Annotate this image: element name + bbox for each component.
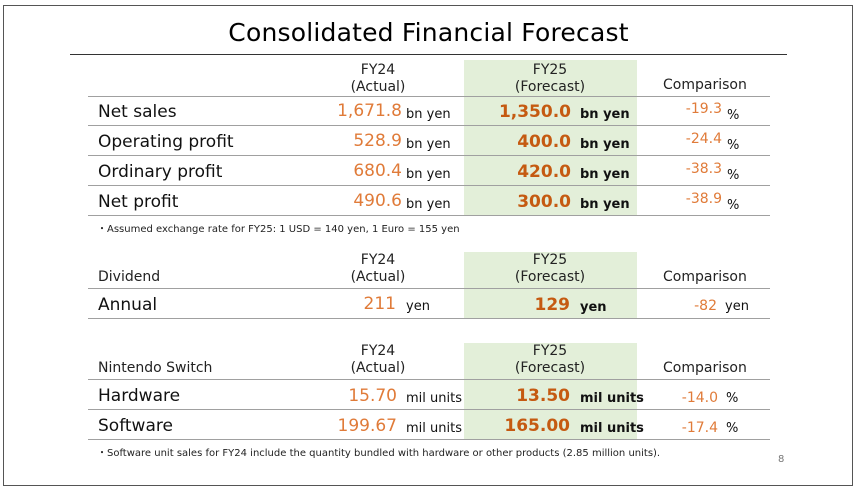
row-divider [88, 409, 770, 410]
col-header-fy24-sub: (Actual) [350, 360, 406, 376]
comparison-unit: % [726, 391, 739, 406]
fy24-value: 490.6 [353, 191, 402, 211]
col-header-fy24-year: FY24 [360, 62, 396, 78]
forecast-column-bg [464, 252, 637, 319]
col-header-fy25-sub: (Forecast) [514, 269, 586, 285]
col-header-fy24: FY24 (Actual) [330, 343, 426, 377]
fy25-value: 420.0 [517, 162, 571, 182]
col-header-fy24-sub: (Actual) [350, 269, 406, 285]
row-divider [88, 379, 770, 380]
comparison-unit: yen [725, 299, 749, 314]
fy24-value: 211 [363, 294, 396, 314]
section-heading-dividend: Dividend [98, 269, 161, 285]
slide-frame [3, 5, 853, 486]
row-divider [88, 96, 770, 97]
fy25-unit: bn yen [580, 197, 630, 212]
fy25-value: 129 [534, 295, 571, 315]
comparison-value: -38.3 [685, 161, 722, 177]
comparison-value: -17.4 [681, 420, 718, 436]
fy25-unit: bn yen [580, 167, 630, 182]
comparison-unit: % [727, 108, 740, 123]
fy24-unit: bn yen [406, 197, 451, 212]
fy24-value: 1,671.8 [337, 101, 402, 121]
row-label: Net profit [98, 192, 179, 212]
fy24-value: 528.9 [353, 131, 402, 151]
section-heading-switch: Nintendo Switch [98, 360, 213, 376]
title-divider [70, 54, 787, 55]
fy25-value: 165.00 [504, 416, 570, 436]
row-divider [88, 155, 770, 156]
row-label: Hardware [98, 386, 181, 406]
fy24-value: 199.67 [337, 416, 397, 436]
comparison-unit: % [726, 421, 739, 436]
fy24-unit: yen [406, 299, 430, 314]
fy24-value: 680.4 [353, 161, 402, 181]
forecast-column-bg [464, 60, 637, 216]
col-header-fy25: FY25 (Forecast) [500, 62, 600, 96]
fy25-unit: yen [580, 300, 607, 315]
col-header-fy25-sub: (Forecast) [514, 360, 586, 376]
fy25-unit: mil units [580, 421, 644, 436]
page-title: Consolidated Financial Forecast [228, 18, 629, 47]
fy25-value: 13.50 [516, 386, 570, 406]
row-divider [88, 185, 770, 186]
col-header-fy25-year: FY25 [532, 343, 568, 359]
fy24-unit: bn yen [406, 137, 451, 152]
fy25-unit: bn yen [580, 137, 630, 152]
fy25-value: 300.0 [517, 192, 571, 212]
fy24-unit: bn yen [406, 107, 451, 122]
comparison-unit: % [727, 138, 740, 153]
col-header-comparison: Comparison [663, 360, 747, 376]
fy24-value: 15.70 [348, 386, 397, 406]
row-divider [88, 439, 770, 440]
row-divider [88, 318, 770, 319]
col-header-fy24-year: FY24 [360, 343, 396, 359]
row-divider [88, 215, 770, 216]
row-divider [88, 288, 770, 289]
fy25-value: 400.0 [517, 132, 571, 152]
col-header-fy24: FY24 (Actual) [330, 252, 426, 286]
comparison-value: -14.0 [681, 390, 718, 406]
fy24-unit: mil units [406, 391, 462, 406]
fy25-value: 1,350.0 [498, 102, 571, 122]
fy25-unit: bn yen [580, 107, 630, 122]
col-header-comparison: Comparison [663, 77, 747, 93]
comparison-value: -19.3 [685, 101, 722, 117]
exchange-rate-note: ・Assumed exchange rate for FY25: 1 USD =… [97, 224, 460, 235]
col-header-fy24: FY24 (Actual) [330, 62, 426, 96]
comparison-unit: % [727, 198, 740, 213]
col-header-fy25-year: FY25 [532, 62, 568, 78]
comparison-unit: % [727, 168, 740, 183]
col-header-fy25-sub: (Forecast) [514, 79, 586, 95]
fy24-unit: mil units [406, 421, 462, 436]
col-header-fy25-year: FY25 [532, 252, 568, 268]
fy25-unit: mil units [580, 391, 644, 406]
col-header-fy24-sub: (Actual) [350, 79, 406, 95]
page-number: 8 [778, 454, 785, 465]
fy24-unit: bn yen [406, 167, 451, 182]
col-header-comparison: Comparison [663, 269, 747, 285]
forecast-column-bg [464, 343, 637, 439]
row-label: Annual [98, 295, 158, 315]
software-sales-note: ・Software unit sales for FY24 include th… [97, 448, 661, 459]
row-label: Ordinary profit [98, 162, 223, 182]
comparison-value: -38.9 [685, 191, 722, 207]
row-divider [88, 125, 770, 126]
row-label: Net sales [98, 102, 177, 122]
comparison-value: -82 [694, 298, 717, 314]
col-header-fy25: FY25 (Forecast) [500, 252, 600, 286]
comparison-value: -24.4 [685, 131, 722, 147]
col-header-fy25: FY25 (Forecast) [500, 343, 600, 377]
row-label: Software [98, 416, 173, 436]
col-header-fy24-year: FY24 [360, 252, 396, 268]
row-label: Operating profit [98, 132, 234, 152]
